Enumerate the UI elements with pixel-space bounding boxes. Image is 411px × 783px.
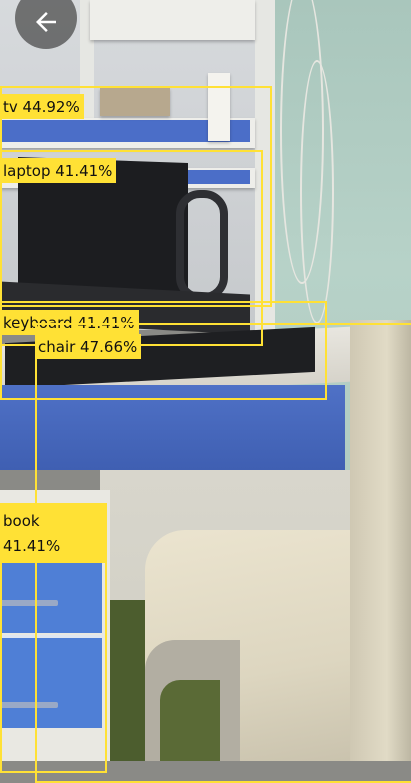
drawer-handle <box>0 702 58 708</box>
detection-label-chair: chair 47.66% <box>35 334 142 359</box>
detection-box-keyboard <box>0 301 327 400</box>
shelf-item-bag <box>100 88 170 116</box>
detection-label-book-name: book <box>3 512 40 530</box>
detection-label-laptop: laptop 41.41% <box>0 158 117 183</box>
drawer-handle <box>0 600 58 606</box>
detection-label-tv: tv 44.92% <box>0 94 84 119</box>
drawer <box>0 635 102 728</box>
arrow-left-icon <box>31 7 61 41</box>
chair-back <box>350 320 411 761</box>
detection-label-book: book 41.41% <box>0 503 107 563</box>
shelf-item-box <box>208 73 230 141</box>
chair-gap <box>160 680 220 761</box>
cable <box>300 60 334 324</box>
shelf-board-top <box>90 0 255 40</box>
detection-label-book-score: 41.41% <box>3 537 61 555</box>
shelf-blue-edge <box>0 120 250 142</box>
back-button[interactable] <box>15 0 77 49</box>
